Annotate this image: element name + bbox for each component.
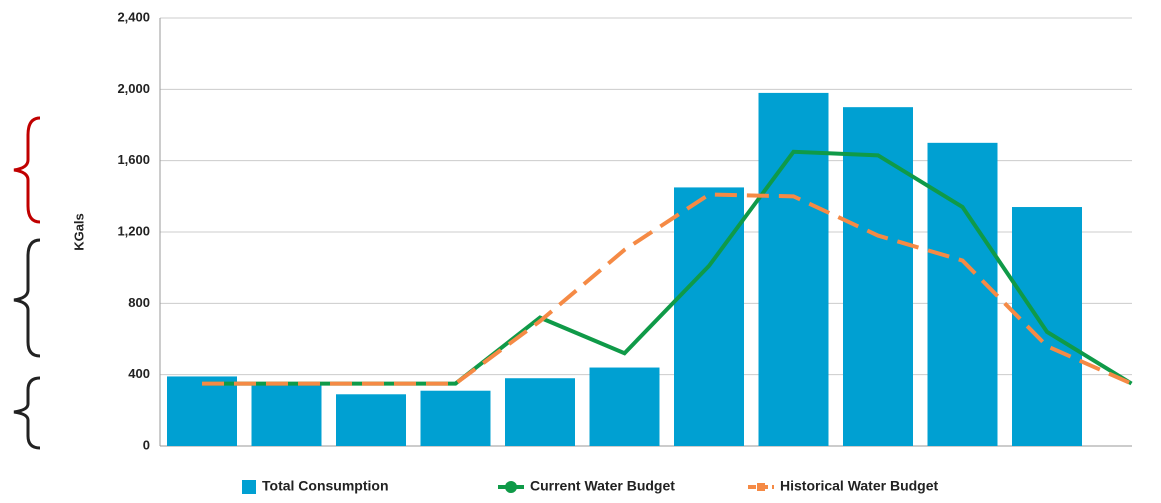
y-tick-label: 400: [128, 366, 150, 381]
legend-label: Total Consumption: [262, 478, 389, 494]
bar: [420, 390, 491, 446]
legend-marker: [505, 481, 517, 493]
bar: [843, 107, 913, 447]
bar: [589, 367, 660, 446]
legend-label: Current Water Budget: [530, 478, 675, 494]
y-tick-label: 800: [128, 295, 150, 310]
bar: [1012, 207, 1082, 446]
bar: [758, 92, 829, 447]
bracket: [13, 238, 41, 358]
bracket: [13, 116, 41, 224]
legend-swatch: [242, 480, 256, 494]
bar: [674, 187, 744, 446]
bracket: [13, 376, 41, 450]
legend-marker: [757, 483, 765, 491]
y-tick-label: 1,200: [117, 223, 150, 238]
y-tick-label: 0: [143, 437, 150, 452]
bar: [251, 383, 322, 446]
bar: [505, 378, 575, 446]
y-tick-label: 2,400: [117, 9, 150, 24]
legend-label: Historical Water Budget: [780, 478, 939, 494]
bar: [336, 394, 406, 446]
line: [202, 149, 1133, 386]
line: [202, 192, 1133, 386]
y-axis-label: KGals: [71, 213, 86, 251]
y-tick-label: 1,600: [117, 152, 150, 167]
bar: [167, 376, 237, 446]
y-tick-label: 2,000: [117, 81, 150, 96]
bar: [927, 142, 998, 447]
